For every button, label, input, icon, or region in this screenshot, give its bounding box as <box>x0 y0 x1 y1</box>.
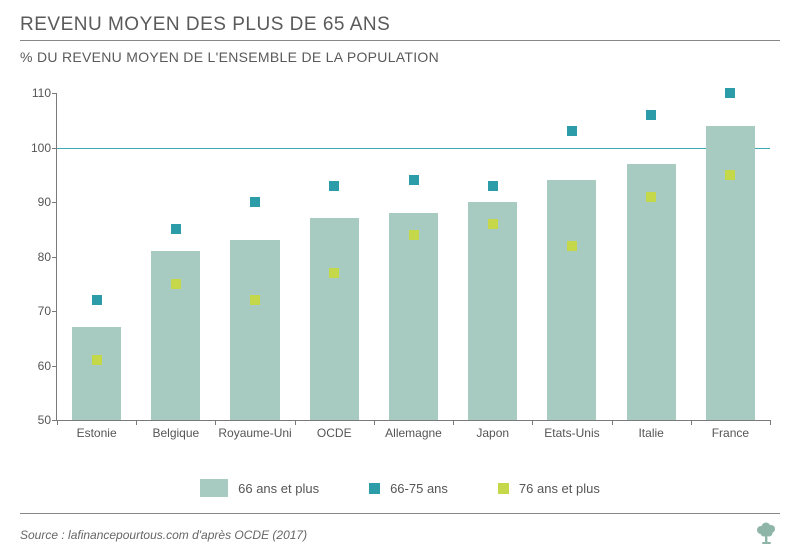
bar <box>310 218 359 420</box>
reference-line <box>57 148 770 149</box>
x-axis-tick-mark <box>215 420 216 425</box>
data-marker <box>250 295 260 305</box>
chart-title: REVENU MOYEN DES PLUS DE 65 ANS <box>20 14 780 36</box>
data-marker <box>488 219 498 229</box>
bar <box>151 251 200 420</box>
x-axis-label: Etats-Unis <box>544 426 599 440</box>
bar <box>547 180 596 420</box>
data-marker <box>646 192 656 202</box>
x-axis-tick-mark <box>295 420 296 425</box>
legend-swatch <box>498 483 509 494</box>
x-axis-tick-mark <box>453 420 454 425</box>
data-marker <box>409 175 419 185</box>
bar <box>230 240 279 420</box>
data-marker <box>329 181 339 191</box>
x-axis-label: Royaume-Uni <box>218 426 291 440</box>
x-axis-label: France <box>712 426 749 440</box>
x-axis-label: Allemagne <box>385 426 442 440</box>
x-axis-tick-mark <box>691 420 692 425</box>
data-marker <box>725 88 735 98</box>
chart-area: 5060708090100110EstonieBelgiqueRoyaume-U… <box>20 93 780 443</box>
y-axis-tick-mark <box>52 257 57 258</box>
x-axis-label: OCDE <box>317 426 352 440</box>
y-axis-tick-label: 90 <box>27 195 51 209</box>
data-marker <box>92 355 102 365</box>
x-axis-tick-mark <box>136 420 137 425</box>
data-marker <box>725 170 735 180</box>
y-axis-tick-label: 100 <box>27 141 51 155</box>
y-axis-tick-mark <box>52 93 57 94</box>
tree-icon <box>754 520 780 549</box>
x-axis-label: Estonie <box>77 426 117 440</box>
x-axis-tick-mark <box>374 420 375 425</box>
y-axis-tick-label: 70 <box>27 304 51 318</box>
x-axis-tick-mark <box>612 420 613 425</box>
legend-item: 66-75 ans <box>369 479 448 497</box>
legend-swatch <box>369 483 380 494</box>
data-marker <box>409 230 419 240</box>
legend-swatch <box>200 479 228 497</box>
data-marker <box>488 181 498 191</box>
legend-item: 66 ans et plus <box>200 479 319 497</box>
data-marker <box>567 126 577 136</box>
data-marker <box>329 268 339 278</box>
x-axis-tick-mark <box>532 420 533 425</box>
data-marker <box>567 241 577 251</box>
data-marker <box>646 110 656 120</box>
legend-label: 66 ans et plus <box>238 481 319 496</box>
bar <box>627 164 676 420</box>
bar <box>72 327 121 420</box>
legend-label: 76 ans et plus <box>519 481 600 496</box>
y-axis-tick-label: 50 <box>27 413 51 427</box>
y-axis-tick-mark <box>52 366 57 367</box>
chart-subtitle: % DU REVENU MOYEN DE L'ENSEMBLE DE LA PO… <box>20 49 780 65</box>
legend-item: 76 ans et plus <box>498 479 600 497</box>
y-axis-tick-label: 110 <box>27 86 51 100</box>
source-text: Source : lafinancepourtous.com d'après O… <box>20 528 307 542</box>
y-axis-tick-mark <box>52 202 57 203</box>
legend-label: 66-75 ans <box>390 481 448 496</box>
bar <box>468 202 517 420</box>
bar <box>389 213 438 420</box>
y-axis-tick-label: 80 <box>27 250 51 264</box>
x-axis-label: Italie <box>638 426 663 440</box>
data-marker <box>250 197 260 207</box>
title-rule <box>20 40 780 41</box>
x-axis-label: Belgique <box>152 426 199 440</box>
data-marker <box>92 295 102 305</box>
x-axis-label: Japon <box>476 426 509 440</box>
x-axis-tick-mark <box>770 420 771 425</box>
y-axis-tick-label: 60 <box>27 359 51 373</box>
x-axis-tick-mark <box>57 420 58 425</box>
y-axis-tick-mark <box>52 311 57 312</box>
plot-area: 5060708090100110EstonieBelgiqueRoyaume-U… <box>56 93 770 421</box>
chart-legend: 66 ans et plus 66-75 ans 76 ans et plus <box>20 479 780 497</box>
data-marker <box>171 224 181 234</box>
data-marker <box>171 279 181 289</box>
